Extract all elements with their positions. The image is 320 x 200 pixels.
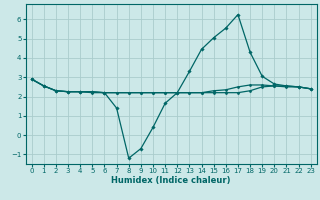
X-axis label: Humidex (Indice chaleur): Humidex (Indice chaleur) — [111, 176, 231, 185]
